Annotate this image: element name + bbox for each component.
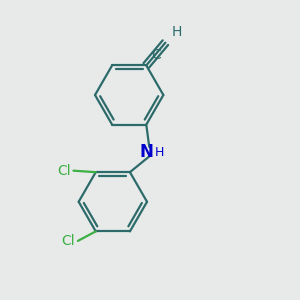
Text: C: C bbox=[152, 48, 161, 62]
Text: H: H bbox=[155, 146, 164, 159]
Text: Cl: Cl bbox=[61, 234, 75, 248]
Text: N: N bbox=[140, 143, 154, 161]
Text: Cl: Cl bbox=[57, 164, 71, 178]
Text: H: H bbox=[171, 25, 182, 39]
